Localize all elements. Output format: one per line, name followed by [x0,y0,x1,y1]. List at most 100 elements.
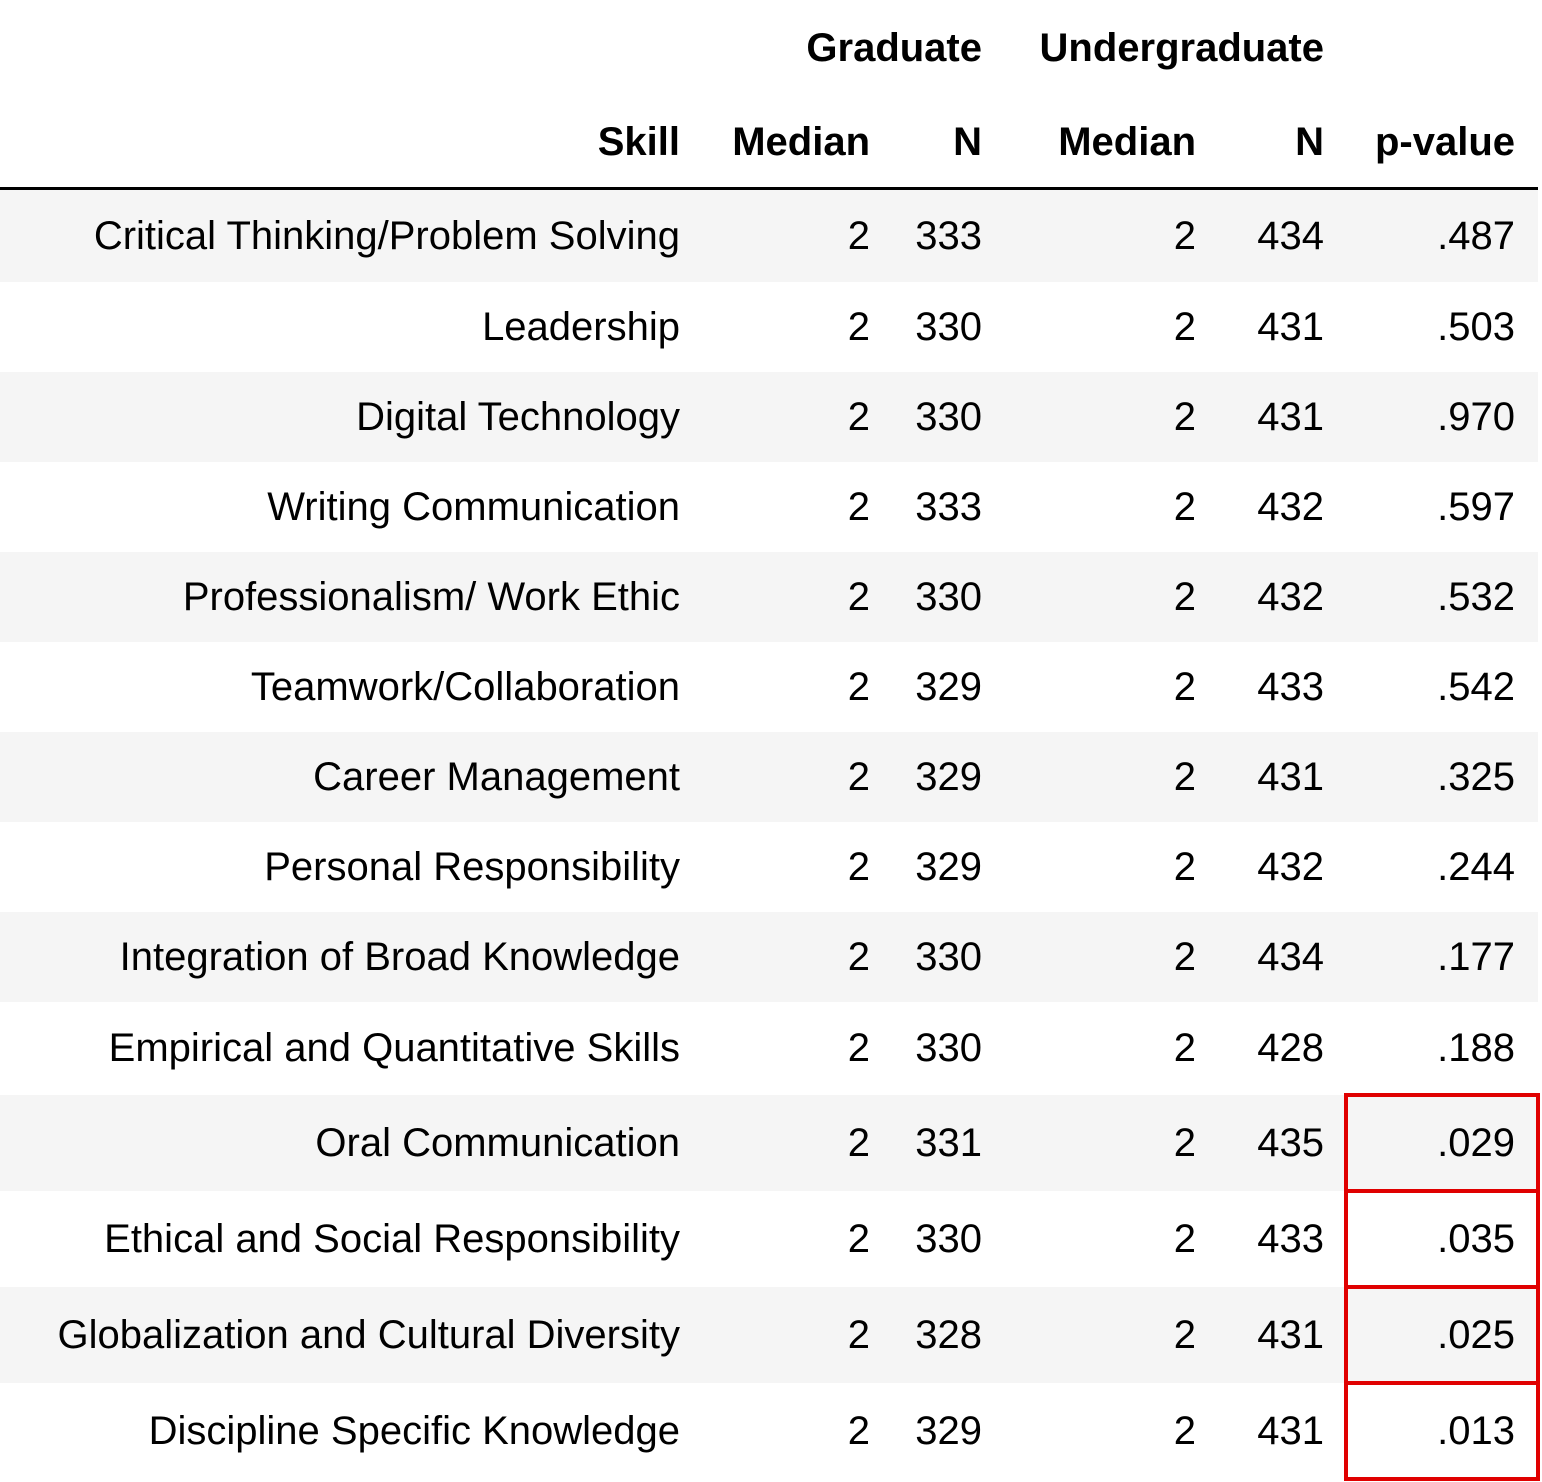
graduate-n-cell: 329 [915,844,982,889]
skill-cell: Personal Responsibility [264,844,680,889]
graduate-n-cell: 333 [915,213,982,258]
graduate-median-cell: 2 [847,844,870,889]
table-row: Leadership 2 330 2 431 .503 [0,282,1538,372]
p-value-cell: .487 [1437,213,1515,258]
column-header-row: Skill Median N Median N p-value [0,96,1538,188]
table-row: Personal Responsibility 2 329 2 432 .244 [0,822,1538,912]
group-header-undergraduate: Undergraduate [1039,25,1325,70]
undergraduate-median-cell: 2 [1173,1120,1196,1165]
undergraduate-n-cell: 433 [1257,1216,1324,1261]
p-value-cell: .325 [1437,754,1515,799]
undergraduate-n-cell: 432 [1257,484,1324,529]
skill-cell: Oral Communication [315,1120,680,1165]
graduate-n-cell: 330 [915,394,982,439]
group-header-graduate: Graduate [806,25,982,70]
undergraduate-n-cell: 431 [1257,754,1324,799]
column-group-header-row: Graduate Undergraduate [0,0,1538,96]
skill-cell: Professionalism/ Work Ethic [182,574,680,619]
undergraduate-median-cell: 2 [1173,1312,1196,1357]
table-row: Critical Thinking/Problem Solving 2 333 2 43… [0,190,1538,282]
undergraduate-median-cell: 2 [1173,394,1196,439]
undergraduate-n-cell: 432 [1257,574,1324,619]
graduate-n-cell: 330 [915,1216,982,1261]
graduate-median-cell: 2 [847,1026,870,1070]
table-row: Oral Communication 2 331 2 435 .029 [0,1095,1538,1191]
p-value-cell: .244 [1437,844,1515,889]
table-row: Integration of Broad Knowledge 2 330 2 434 .1… [0,912,1538,1002]
graduate-n-cell: 330 [915,574,982,619]
p-value-cell: .503 [1437,304,1515,349]
p-value-cell: .035 [1437,1216,1515,1261]
highlight-box [1344,1285,1540,1385]
header-undergraduate-n: N [1295,119,1324,164]
p-value-cell: .013 [1437,1408,1515,1453]
undergraduate-n-cell: 432 [1257,844,1324,889]
undergraduate-median-cell: 2 [1173,754,1196,799]
skill-cell: Career Management [313,754,680,799]
undergraduate-n-cell: 431 [1257,304,1324,349]
header-graduate-n: N [953,119,982,164]
graduate-n-cell: 329 [915,664,982,709]
graduate-median-cell: 2 [847,484,870,529]
undergraduate-median-cell: 2 [1173,484,1196,529]
header-p-value: p-value [1374,119,1515,164]
graduate-median-cell: 2 [847,213,870,258]
table-row: Digital Technology 2 330 2 431 .970 [0,372,1538,462]
undergraduate-n-cell: 434 [1257,934,1324,979]
header-divider [0,187,1538,190]
graduate-n-cell: 331 [915,1120,982,1165]
highlight-box [1344,1093,1540,1193]
undergraduate-median-cell: 2 [1173,574,1196,619]
undergraduate-n-cell: 431 [1257,1312,1324,1357]
skill-cell: Teamwork/Collaboration [250,664,680,709]
skill-cell: Integration of Broad Knowledge [119,934,680,979]
skill-cell: Leadership [482,304,680,349]
undergraduate-median-cell: 2 [1173,1408,1196,1453]
graduate-n-cell: 329 [915,754,982,799]
undergraduate-n-cell: 428 [1257,1026,1324,1070]
undergraduate-n-cell: 431 [1257,1408,1324,1453]
skill-cell: Writing Communication [267,484,680,529]
table-row: Ethical and Social Responsibility 2 330 2 43… [0,1191,1538,1287]
skill-cell: Critical Thinking/Problem Solving [93,213,680,258]
undergraduate-median-cell: 2 [1173,664,1196,709]
skill-cell: Globalization and Cultural Diversity [57,1312,681,1357]
undergraduate-median-cell: 2 [1173,1026,1196,1070]
undergraduate-n-cell: 435 [1257,1120,1324,1165]
graduate-n-cell: 329 [915,1408,982,1453]
table-row: Professionalism/ Work Ethic 2 330 2 432 .532 [0,552,1538,642]
table-row: Globalization and Cultural Diversity 2 328… [0,1287,1538,1383]
p-value-cell: .029 [1437,1120,1515,1165]
p-value-cell: .542 [1437,664,1515,709]
graduate-median-cell: 2 [847,574,870,619]
table-row: Teamwork/Collaboration 2 329 2 433 .542 [0,642,1538,732]
highlight-box [1344,1189,1540,1289]
skill-cell: Ethical and Social Responsibility [104,1216,680,1261]
undergraduate-n-cell: 434 [1257,213,1324,258]
undergraduate-median-cell: 2 [1173,1216,1196,1261]
table-row: Career Management 2 329 2 431 .325 [0,732,1538,822]
graduate-n-cell: 330 [915,934,982,979]
graduate-n-cell: 330 [915,304,982,349]
graduate-median-cell: 2 [847,934,870,979]
undergraduate-n-cell: 431 [1257,394,1324,439]
undergraduate-median-cell: 2 [1173,304,1196,349]
p-value-cell: .025 [1437,1312,1515,1357]
header-skill: Skill [597,119,680,164]
graduate-median-cell: 2 [847,1312,870,1357]
p-value-cell: .532 [1437,574,1515,619]
graduate-median-cell: 2 [847,1408,870,1453]
table-row: Empirical and Quantitative Skills 2 330 2 42… [0,1002,1538,1095]
graduate-median-cell: 2 [847,664,870,709]
highlight-box [1344,1381,1540,1481]
graduate-median-cell: 2 [847,1120,870,1165]
undergraduate-median-cell: 2 [1173,934,1196,979]
header-graduate-median: Median [732,119,870,164]
graduate-n-cell: 328 [915,1312,982,1357]
graduate-median-cell: 2 [847,394,870,439]
p-value-cell: .188 [1437,1026,1515,1070]
table-row: Discipline Specific Knowledge 2 329 2 431 .01… [0,1383,1538,1479]
graduate-median-cell: 2 [847,304,870,349]
table-row: Writing Communication 2 333 2 432 .597 [0,462,1538,552]
undergraduate-median-cell: 2 [1173,213,1196,258]
